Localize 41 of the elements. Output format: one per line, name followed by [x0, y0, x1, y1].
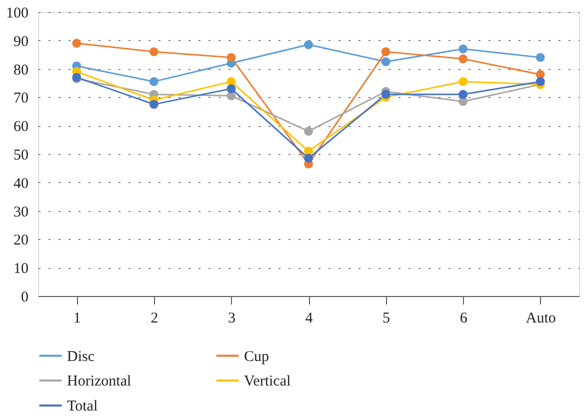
point: [149, 47, 158, 56]
legend-label: Disc: [67, 348, 95, 365]
point: [381, 47, 390, 56]
x-tick-label: 6: [460, 310, 468, 326]
legend-label: Total: [67, 398, 98, 414]
point: [458, 54, 468, 64]
x-tick-label: 1: [73, 310, 81, 326]
point: [304, 126, 313, 136]
y-tick-label: 50: [14, 148, 28, 164]
point: [536, 77, 545, 86]
point: [458, 90, 468, 99]
legend-label: Cup: [244, 348, 270, 365]
point: [149, 77, 158, 86]
y-tick-label: 40: [14, 176, 28, 192]
point: [381, 90, 390, 99]
x-tick-label: Auto: [526, 310, 556, 326]
y-tick-label: 70: [14, 90, 28, 107]
point: [304, 154, 313, 163]
y-tick-label: 0: [21, 290, 28, 306]
legend-label: Horizontal: [67, 374, 132, 390]
point: [304, 40, 313, 50]
y-tick-label: 60: [14, 119, 28, 136]
point: [149, 100, 158, 109]
x-tick-label: 2: [150, 310, 158, 326]
y-tick-label: 100: [6, 6, 28, 22]
y-tick-label: 20: [14, 232, 28, 249]
legend-label: Vertical: [244, 374, 291, 390]
x-tick-label: 3: [228, 310, 236, 326]
y-tick-label: 10: [14, 261, 28, 278]
point: [226, 52, 236, 62]
point: [381, 57, 390, 66]
y-tick-label: 30: [14, 204, 28, 220]
point: [226, 84, 236, 94]
point: [536, 52, 545, 62]
x-tick-label: 5: [382, 310, 390, 326]
point: [458, 77, 468, 86]
y-tick-label: 90: [14, 34, 28, 50]
x-tick-label: 4: [305, 310, 314, 326]
y-tick-label: 80: [14, 62, 28, 78]
point: [72, 38, 82, 48]
point: [458, 44, 468, 54]
